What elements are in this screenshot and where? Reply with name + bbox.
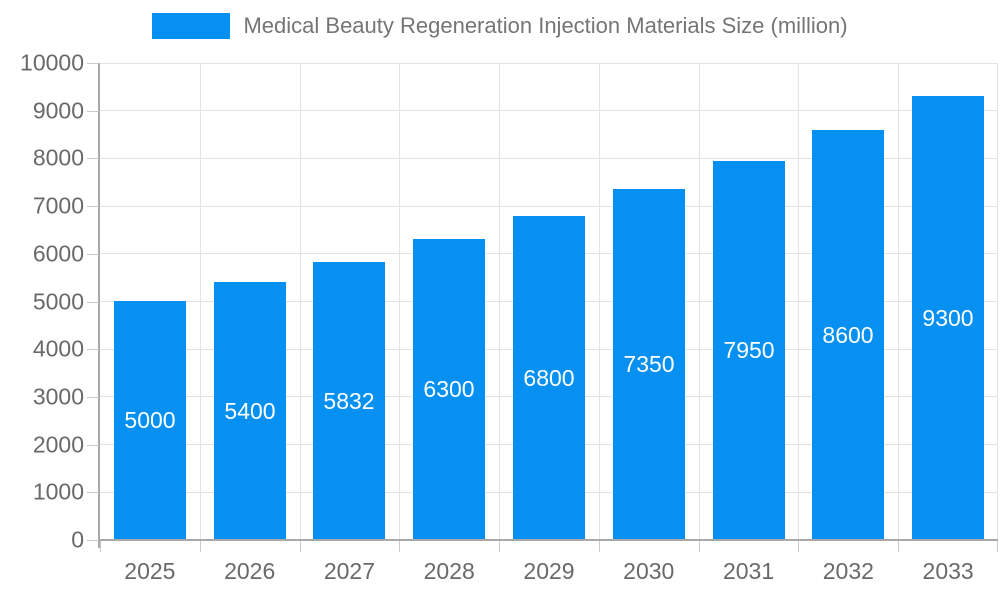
bar[interactable]: 7350 <box>613 189 685 540</box>
y-tick-mark <box>87 301 99 303</box>
x-gridline <box>199 63 201 540</box>
plot-area: 5000 5400 5832 6300 6800 7350 7950 8600 9300 <box>100 62 998 540</box>
y-tick-mark <box>87 206 99 208</box>
y-gridline <box>100 205 998 207</box>
x-tick-label: 2027 <box>323 558 376 584</box>
x-gridline <box>499 63 501 540</box>
x-gridline <box>299 63 301 540</box>
y-tick-mark <box>87 110 99 112</box>
bar-value-label: 7950 <box>723 337 775 363</box>
bar-value-label: 5400 <box>224 397 276 424</box>
bar-value-label: 8600 <box>822 321 874 348</box>
y-gridline <box>100 110 998 112</box>
bar[interactable]: 5832 <box>313 262 385 540</box>
bar-value-label: 6300 <box>423 376 475 402</box>
x-axis-line <box>98 539 998 541</box>
y-tick-label: 9000 <box>32 97 84 124</box>
x-tick-mark <box>100 541 101 552</box>
x-tick-label: 2029 <box>523 558 575 584</box>
y-gridline <box>100 62 998 64</box>
x-tick-mark <box>199 541 201 552</box>
y-tick-label: 0 <box>71 526 84 553</box>
x-tick-mark <box>698 541 700 552</box>
y-tick-mark <box>87 540 99 541</box>
bar-value-label: 7350 <box>623 351 675 377</box>
x-tick-mark <box>598 541 600 552</box>
y-gridline <box>100 157 998 159</box>
y-tick-mark <box>87 349 99 351</box>
y-tick-label: 3000 <box>32 383 84 410</box>
x-tick-label: 2026 <box>224 558 276 584</box>
bar[interactable]: 5400 <box>214 282 286 540</box>
x-tick-mark <box>997 541 998 552</box>
y-tick-label: 4000 <box>32 335 84 362</box>
x-gridline <box>698 63 700 540</box>
x-gridline <box>598 63 600 540</box>
bar[interactable]: 8600 <box>812 130 884 540</box>
bar-value-label: 6800 <box>523 364 575 391</box>
y-tick-mark <box>87 253 99 255</box>
y-axis-line <box>98 63 100 548</box>
x-tick-label: 2025 <box>124 558 176 584</box>
x-tick-label: 2031 <box>722 558 775 584</box>
bar-value-label: 5000 <box>124 407 176 433</box>
y-tick-mark <box>87 158 99 160</box>
y-tick-label: 7000 <box>32 192 84 219</box>
chart-legend: Medical Beauty Regeneration Injection Ma… <box>0 13 1000 39</box>
y-tick-mark <box>87 63 99 64</box>
x-tick-mark <box>399 541 401 552</box>
x-tick-label: 2033 <box>922 558 974 584</box>
bar[interactable]: 5000 <box>114 301 186 540</box>
x-tick-label: 2028 <box>423 558 475 584</box>
bar[interactable]: 7950 <box>713 161 785 540</box>
chart-title: Medical Beauty Regeneration Injection Ma… <box>243 13 848 38</box>
x-gridline <box>798 63 800 540</box>
x-tick-mark <box>499 541 501 552</box>
x-tick-mark <box>798 541 800 552</box>
bar[interactable]: 6800 <box>513 216 585 540</box>
x-gridline <box>997 63 998 540</box>
bar[interactable]: 9300 <box>912 96 984 540</box>
y-tick-label: 5000 <box>32 288 84 314</box>
y-tick-label: 1000 <box>32 478 84 505</box>
x-tick-label: 2030 <box>623 558 675 584</box>
y-tick-mark <box>87 396 99 398</box>
y-tick-label: 8000 <box>32 144 84 171</box>
bar-value-label: 9300 <box>922 304 974 331</box>
y-tick-mark <box>87 444 99 446</box>
x-gridline <box>399 63 401 540</box>
y-tick-label: 2000 <box>32 431 84 458</box>
x-tick-mark <box>898 541 900 552</box>
x-tick-mark <box>299 541 301 552</box>
legend-color-swatch <box>152 13 231 39</box>
y-tick-mark <box>87 492 99 494</box>
y-tick-label: 6000 <box>32 240 84 267</box>
bar[interactable]: 6300 <box>413 239 485 540</box>
x-gridline <box>898 63 900 540</box>
y-tick-label: 10000 <box>20 49 84 76</box>
x-tick-label: 2032 <box>822 558 874 584</box>
bar-value-label: 5832 <box>323 387 375 414</box>
